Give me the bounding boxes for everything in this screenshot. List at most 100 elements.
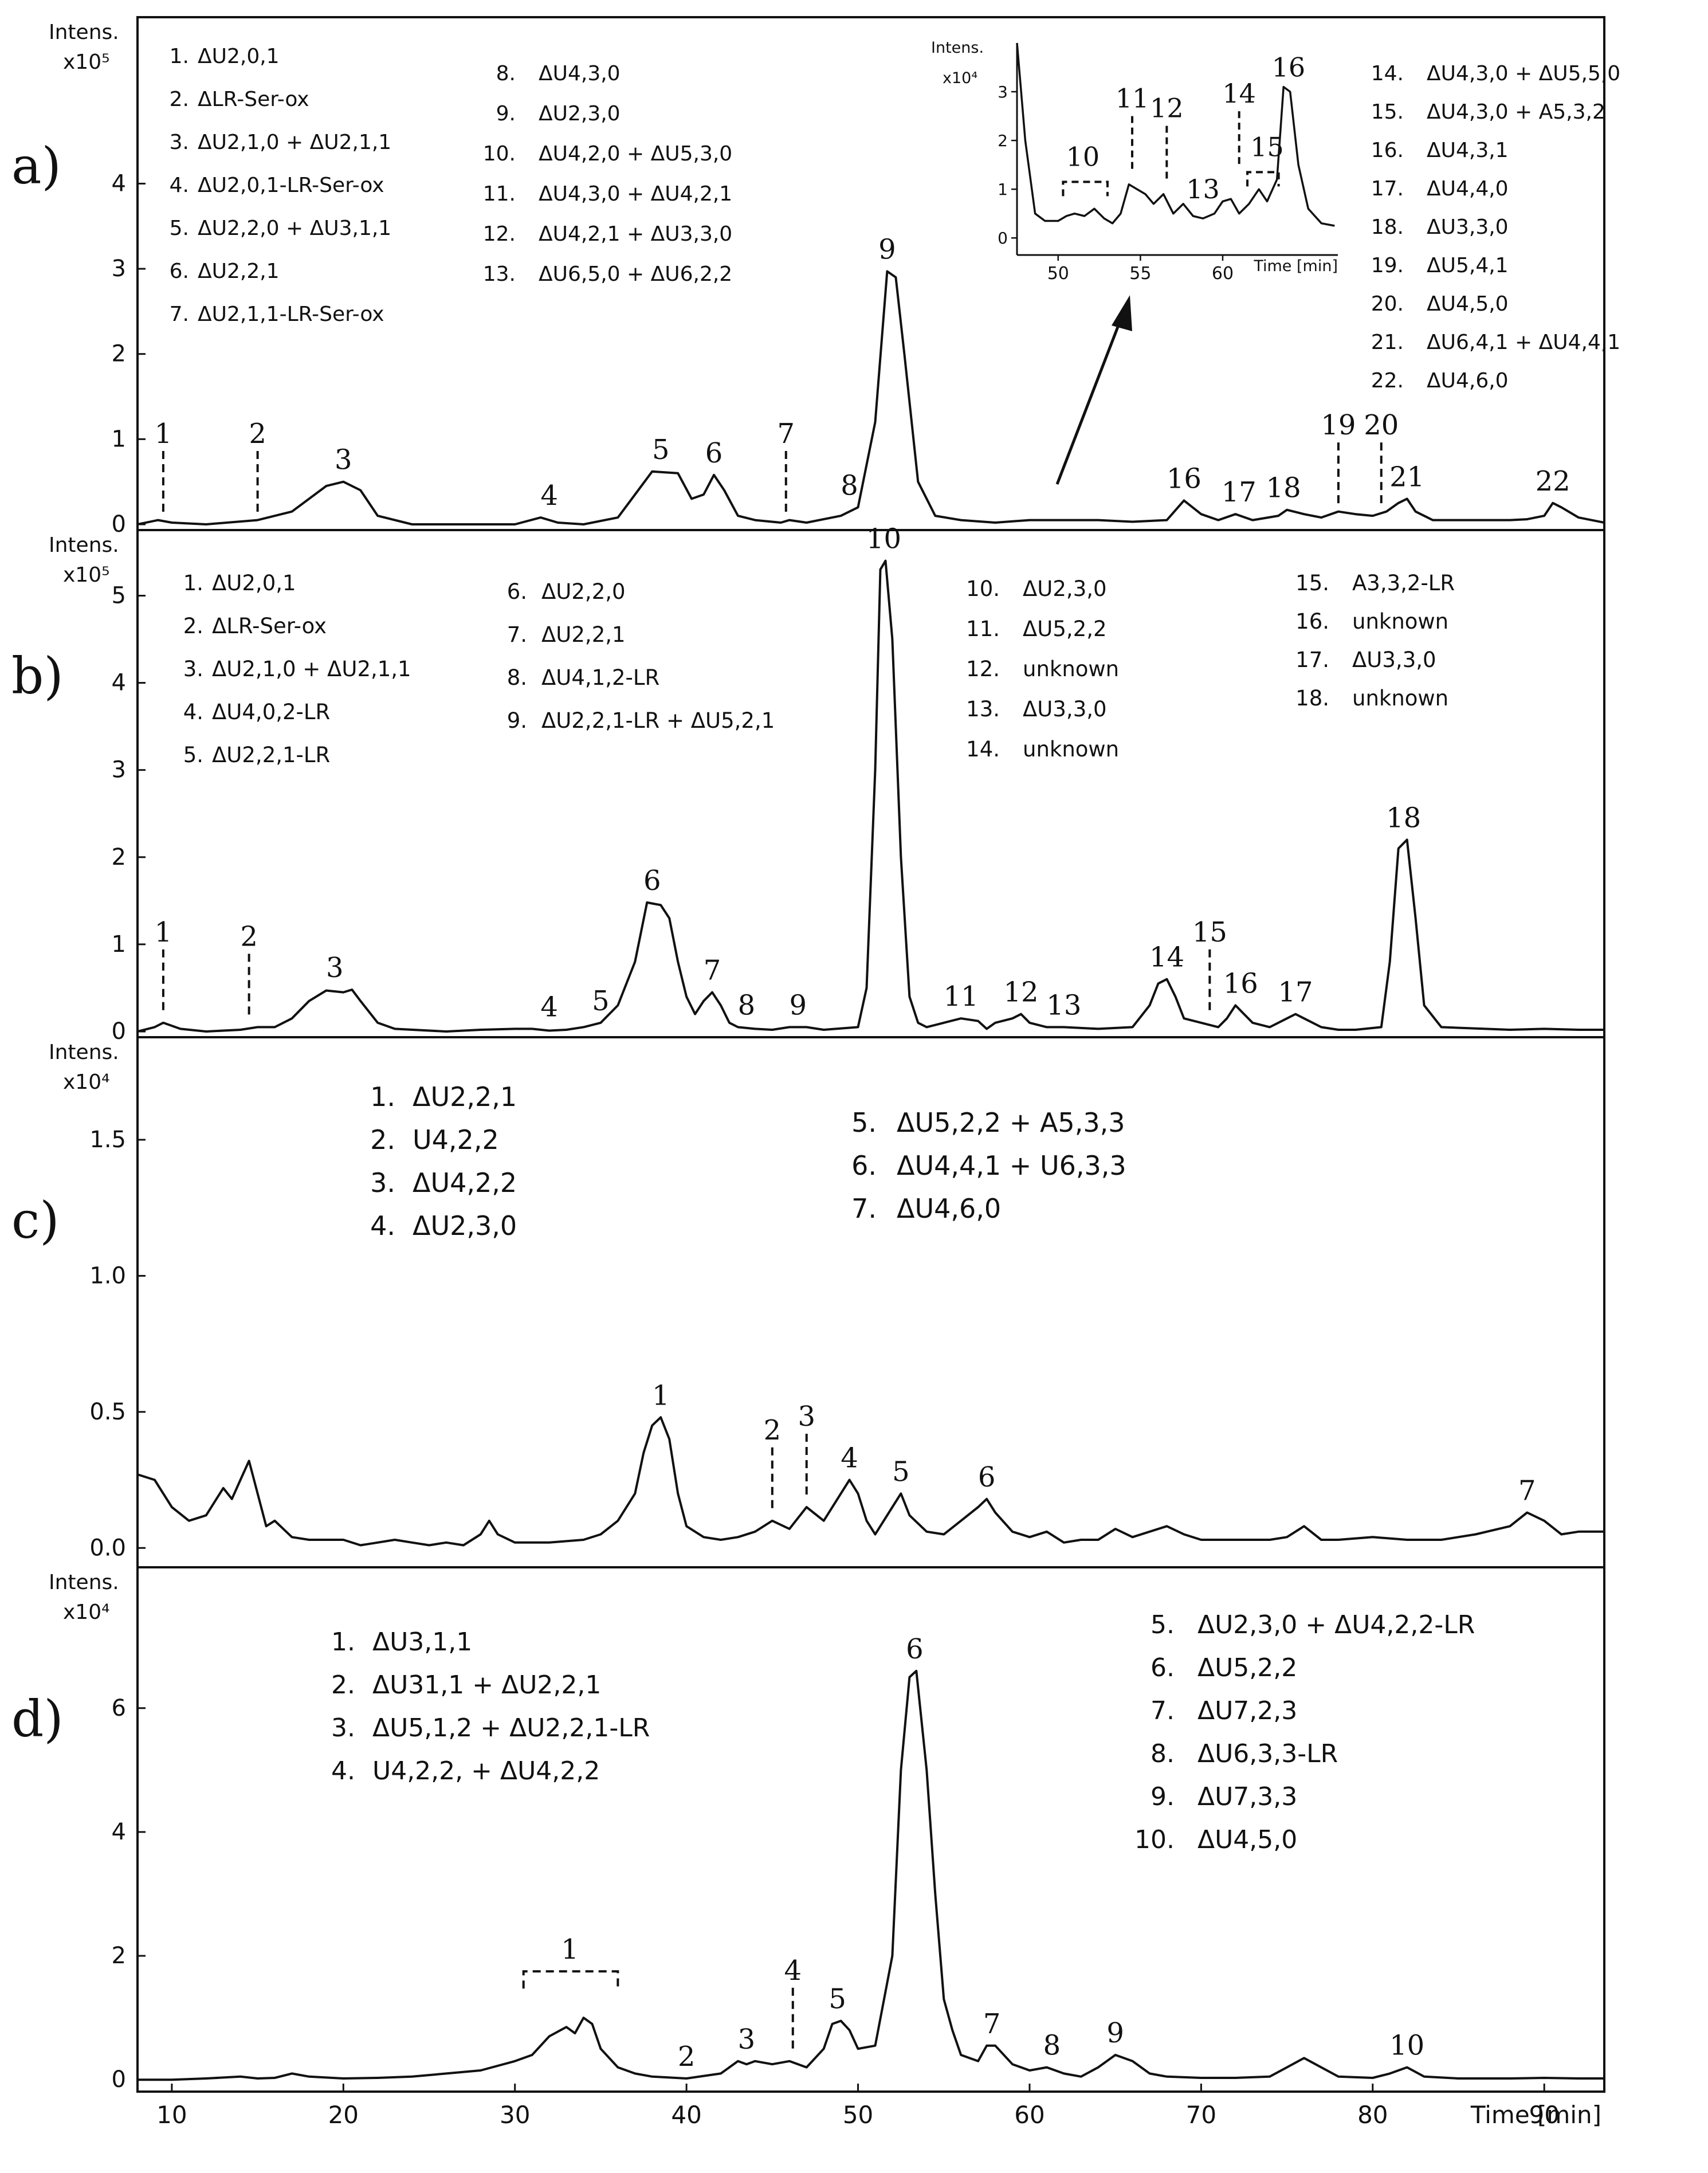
y-tick-label: 3	[112, 256, 126, 282]
legend-number: 4.	[170, 174, 189, 197]
legend-entry: 21. ΔU6,4,1 + ΔU4,4,1	[1371, 331, 1620, 354]
panel-label: a)	[11, 136, 61, 195]
legend-entry: 4. U4,2,2, + ΔU4,2,2	[331, 1756, 600, 1786]
legend-entry: 7. ΔU2,2,1	[507, 622, 626, 647]
legend-label: ΔU2,3,0	[413, 1210, 517, 1241]
y-tick-label: 4	[112, 670, 126, 696]
legend-entry: 5. ΔU2,3,0 + ΔU4,2,2-LR	[1151, 1610, 1475, 1639]
y-tick-label: 3	[112, 757, 126, 783]
legend-label: ΔU4,3,0	[539, 62, 621, 85]
legend-entry: 12. unknown	[966, 657, 1119, 681]
inset-peak-label: 14	[1222, 78, 1256, 109]
panel-label: b)	[11, 646, 64, 705]
x-tick-label: 10	[156, 2101, 187, 2129]
y-axis-title: Intens.	[49, 534, 119, 557]
peak-label: 4	[540, 480, 558, 512]
peak-label: 16	[1167, 462, 1202, 495]
y-tick-label: 0	[112, 511, 126, 538]
peak-label: 6	[906, 1633, 924, 1665]
legend-number: 2.	[370, 1124, 395, 1155]
inset-peak-label: 11	[1116, 83, 1149, 114]
legend-entry: 16. ΔU4,3,1	[1371, 139, 1509, 162]
legend-label: ΔU4,6,0	[897, 1193, 1001, 1224]
peak-label: 12	[1003, 976, 1038, 1009]
legend-label: ΔU2,2,1	[198, 260, 280, 283]
legend-entry: 8. ΔU6,3,3-LR	[1151, 1739, 1338, 1768]
legend-number: 16.	[1295, 609, 1329, 634]
y-tick-label: 1	[112, 426, 126, 452]
legend-number: 1.	[331, 1627, 355, 1657]
peak-label: 1	[155, 418, 172, 450]
plot-frame	[136, 529, 1605, 1038]
peak-label: 8	[738, 989, 756, 1021]
peak-label: 3	[798, 1401, 815, 1433]
inset-y-axis-scale: x10⁴	[943, 69, 977, 87]
panel-label: c)	[11, 1191, 60, 1250]
legend-entry: 7. ΔU2,1,1-LR-Ser-ox	[170, 303, 384, 326]
y-tick-label: 0	[112, 2066, 126, 2093]
legend-number: 10.	[483, 142, 516, 166]
legend-number: 10.	[1134, 1825, 1175, 1854]
peak-label: 5	[652, 434, 670, 466]
legend-number: 6.	[507, 579, 527, 604]
panel-c: Intens. x10⁴ 0.0 0.5 1.0 1.5 c) 1 2 34 5 6 7 1. ΔU2,2,…	[11, 1036, 1605, 1568]
y-axis-title: Intens.	[49, 1041, 119, 1064]
legend-entry: 5. ΔU2,2,0 + ΔU3,1,1	[170, 217, 392, 240]
peak-label: 4	[540, 991, 558, 1023]
legend-label: ΔU4,2,0 + ΔU5,3,0	[539, 142, 732, 166]
legend-label: ΔU2,0,1	[198, 45, 280, 68]
peak-label: 2	[764, 1414, 782, 1446]
legend-label: unknown	[1352, 609, 1448, 634]
legend-entry: 3. ΔU5,1,2 + ΔU2,2,1-LR	[331, 1713, 650, 1743]
legend-number: 3.	[331, 1713, 355, 1743]
x-tick-label: 90	[1529, 2101, 1559, 2129]
legend-label: ΔU5,4,1	[1427, 254, 1509, 277]
legend-label: ΔU6,5,0 + ΔU6,2,2	[539, 262, 732, 286]
series-line	[138, 1669, 1604, 2081]
legend-entry: 4. ΔU2,0,1-LR-Ser-ox	[170, 174, 384, 197]
peak-label: 4	[841, 1442, 858, 1474]
legend-entry: 6. ΔU4,4,1 + U6,3,3	[851, 1150, 1126, 1181]
peak-label: 13	[1046, 989, 1081, 1021]
legend-number: 22.	[1371, 369, 1404, 393]
peak-label: 1	[652, 1379, 670, 1411]
peak-label: 19	[1321, 409, 1356, 441]
legend-label: ΔU3,3,0	[1023, 697, 1107, 721]
peak-label: 5	[892, 1456, 910, 1488]
legend-label: ΔU2,2,1	[413, 1081, 517, 1112]
legend-number: 4.	[331, 1756, 355, 1786]
peak-label: 9	[789, 989, 807, 1021]
legend-number: 18.	[1371, 215, 1404, 239]
x-tick-label: 60	[1014, 2101, 1045, 2129]
y-tick-label: 0.5	[89, 1399, 126, 1425]
peak-label: 9	[1106, 2017, 1124, 2049]
legend-label: ΔLR-Ser-ox	[212, 614, 327, 638]
legend-label: ΔU5,2,2 + A5,3,3	[897, 1107, 1125, 1138]
x-tick-label: 70	[1186, 2101, 1216, 2129]
legend-label: ΔU2,0,1-LR-Ser-ox	[198, 174, 384, 197]
peak-label: 10	[866, 523, 901, 555]
y-tick-label: 2	[112, 1943, 126, 1969]
inset-x-tick-label: 60	[1212, 264, 1234, 284]
legend-entry: 6. ΔU2,2,0	[507, 579, 626, 604]
legend-number: 14.	[1371, 62, 1404, 85]
legend-number: 17.	[1371, 177, 1404, 201]
legend-entry: 16. unknown	[1295, 609, 1448, 634]
x-tick-label: 50	[843, 2101, 873, 2129]
legend-entry: 1. ΔU2,0,1	[183, 571, 296, 595]
legend-entry: 1. ΔU3,1,1	[331, 1627, 472, 1657]
legend-label: ΔU31,1 + ΔU2,2,1	[372, 1670, 601, 1700]
peak-label: 7	[704, 955, 721, 987]
inset-arrow-line	[1055, 320, 1122, 485]
x-tick-label: 80	[1357, 2101, 1388, 2129]
legend-entry: 10. ΔU2,3,0	[966, 576, 1106, 601]
inset-x-axis-title: Time [min]	[1253, 257, 1338, 275]
legend-number: 1.	[170, 45, 189, 68]
legend-number: 2.	[170, 88, 189, 111]
peak-label: 3	[335, 444, 352, 476]
legend-label: ΔLR-Ser-ox	[198, 88, 309, 111]
peak-label: 3	[326, 952, 344, 984]
legend-number: 18.	[1295, 686, 1329, 711]
legend-label: A3,3,2-LR	[1352, 571, 1455, 595]
